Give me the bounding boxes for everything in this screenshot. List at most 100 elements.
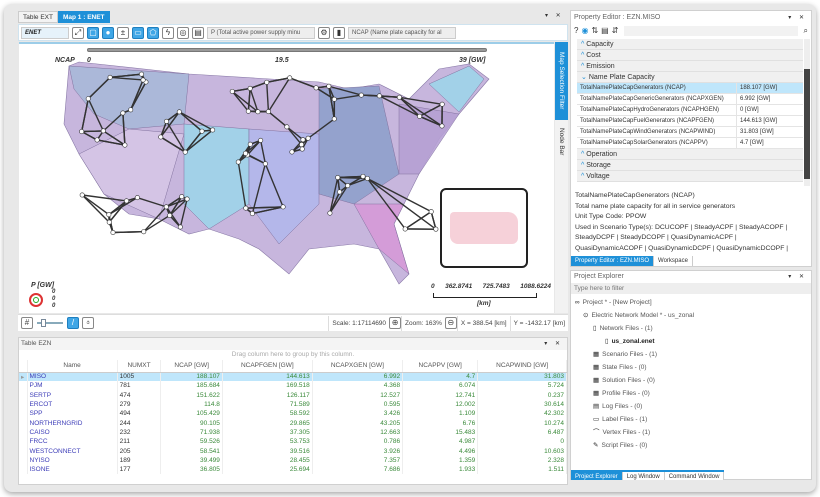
property-category[interactable]: ^ Voltage (577, 171, 803, 182)
property-value[interactable]: 6.992 [GW] (740, 96, 771, 102)
tree-item[interactable]: ▭ Label Files - (1) (575, 413, 811, 426)
tree-item[interactable]: ▦ Solution Files - (0) (575, 374, 811, 387)
table-cell: WESTCONNECT (27, 446, 118, 456)
tree-item[interactable]: ▦ Scenario Files - (1) (575, 348, 811, 361)
category-label: Cost (586, 52, 601, 59)
polygon-icon[interactable]: ⬠ (147, 26, 159, 39)
power-icon[interactable]: ϟ (162, 26, 174, 39)
ruler-icon[interactable]: / (67, 317, 79, 329)
search-icon[interactable]: ⌕ (803, 25, 808, 35)
project-filter-input[interactable] (571, 283, 811, 294)
fit-extent-icon[interactable]: ⤢ (72, 26, 84, 39)
tab-map-1[interactable]: Map 1 : ENET (58, 11, 110, 23)
p-legend-circles-icon (29, 293, 43, 307)
tab-table-ext[interactable]: Table EXT (18, 11, 58, 23)
property-category[interactable]: ^ Operation (577, 149, 803, 160)
node-icon[interactable]: ● (102, 26, 114, 39)
ncap-variable-combo[interactable]: NCAP (Name plate capacity for al (348, 26, 456, 39)
log-icon[interactable]: ▤ (192, 26, 204, 39)
sort-desc-icon[interactable]: ⇵ (611, 26, 619, 35)
tree-item[interactable]: ▤ Log Files - (0) (575, 400, 811, 413)
table-window-controls[interactable]: ▾ ✕ (544, 341, 563, 347)
property-row[interactable]: TotalNamePlateCapGenerators (NCAP) 188.10… (577, 83, 803, 94)
tab-property-editor[interactable]: Property Editor : EZN.MISO (571, 256, 655, 266)
network-node (120, 110, 126, 116)
table-row[interactable]: FRCC 211 59.526 53.753 0.786 4.987 0 (19, 437, 567, 447)
layer-combo[interactable]: ENET (21, 26, 69, 39)
tab-workspace[interactable]: Workspace (654, 256, 693, 266)
tab-project-explorer[interactable]: Project Explorer (571, 472, 623, 480)
tree-item[interactable]: ▦ Profile Files - (0) (575, 387, 811, 400)
tree-item[interactable]: ⌒ Vertex Files - (1) (575, 426, 811, 439)
property-category[interactable]: ^ Cost (577, 50, 803, 61)
zoom-in-icon[interactable]: ⊕ (389, 317, 402, 329)
property-value[interactable]: 144.613 [GW] (740, 118, 778, 124)
table-row[interactable]: WESTCONNECT 205 58.541 39.516 3.926 4.496 10.6… (19, 446, 567, 456)
list-icon[interactable]: ▤ (601, 26, 609, 35)
table-row[interactable]: ▸ MISO 1005 188.107 144.613 6.992 4.7 31.803 (19, 372, 567, 382)
table-row[interactable]: PJM 781 185.684 169.518 4.368 6.074 5.724 (19, 381, 567, 391)
table-row[interactable]: SPP 494 105.429 58.592 3.426 1.109 42.302 (19, 409, 567, 419)
property-category[interactable]: ^ Storage (577, 160, 803, 171)
property-category[interactable]: ⌄ Name Plate Capacity (577, 72, 803, 83)
column-header[interactable]: NCAPPV [GW] (402, 360, 479, 373)
zoom-slider[interactable] (37, 319, 63, 327)
tab-map-selection-filter[interactable]: Map Selection Filter (555, 42, 568, 120)
property-row[interactable]: TotalNamePlateCapWindGenerators (NCAPWIN… (577, 127, 803, 138)
transmission-line (286, 126, 303, 146)
table-row[interactable]: NORTHERNGRID 244 90.105 29.865 43.205 6.76 10.… (19, 418, 567, 428)
property-value[interactable]: 0 [GW] (740, 107, 759, 113)
map-canvas[interactable]: NCAP 0 19.5 39 [GW] P [GW] 0 0 0 0 362.8… (19, 42, 554, 313)
tree-item[interactable]: ⊙ Electric Network Model * - us_zonal (575, 309, 811, 322)
property-editor-controls[interactable]: ▾ ✕ (788, 15, 807, 21)
battery-icon[interactable]: ▮ (333, 26, 345, 39)
property-row[interactable]: TotalNamePlateCapSolarGenerators (NCAPPV… (577, 138, 803, 149)
property-row[interactable]: TotalNamePlateCapGenericGenerators (NCAP… (577, 94, 803, 105)
p-variable-combo[interactable]: P (Total active power supply minu (207, 26, 315, 39)
zoom-out-icon[interactable]: ⊖ (444, 317, 457, 329)
column-header[interactable]: NCAPFGEN [GW] (222, 360, 313, 373)
line-icon[interactable]: ± (117, 26, 129, 39)
property-value[interactable]: 31.803 [GW] (740, 129, 774, 135)
table-title: Table EZN (19, 338, 567, 350)
tree-item[interactable]: ▯ us_zonal.enet (575, 335, 811, 348)
table-row[interactable]: CAISO 232 71.938 37.305 12.663 15.483 6.487 (19, 427, 567, 438)
grid-icon[interactable]: # (21, 317, 33, 329)
property-value[interactable]: 4.7 [GW] (740, 140, 764, 146)
area-icon[interactable]: ▭ (132, 26, 144, 39)
tree-item[interactable]: ✎ Script Files - (0) (575, 439, 811, 452)
property-row[interactable]: TotalNamePlateCapHydroGenerators (NCAPHG… (577, 105, 803, 116)
tree-item[interactable]: ▦ State Files - (0) (575, 361, 811, 374)
filter-icon[interactable]: ◉ (581, 26, 589, 35)
property-category[interactable]: ^ Emission (577, 61, 803, 72)
tree-item[interactable]: ▯ Network Files - (1) (575, 322, 811, 335)
target-icon[interactable]: ◎ (177, 26, 189, 39)
description-line: Total name plate capacity for all in ser… (575, 202, 736, 210)
property-category[interactable]: ^ Capacity (577, 39, 803, 50)
column-header[interactable]: NCAPXGEN [GW] (312, 360, 404, 373)
tab-command-window[interactable]: Command Window (664, 472, 725, 480)
column-header[interactable]: NCAPWIND [GW] (477, 360, 567, 373)
column-header[interactable]: NUMXT (117, 360, 162, 373)
doc-window-controls[interactable]: ▾ ✕ (545, 13, 564, 19)
property-scrollbar[interactable] (804, 39, 810, 186)
settings-icon[interactable]: ⚙ (318, 26, 330, 39)
clock-icon[interactable]: ⏱ (82, 317, 94, 329)
table-row[interactable]: ISONE 177 36.805 25.694 7.686 1.933 1.511 (19, 464, 567, 475)
select-rect-icon[interactable]: ▢ (87, 26, 99, 39)
table-row[interactable]: ERCOT 279 114.8 71.589 0.595 12.002 30.614 (19, 399, 567, 410)
sort-asc-icon[interactable]: ⇅ (591, 26, 599, 35)
property-search-input[interactable] (624, 25, 798, 36)
help-icon[interactable]: ? (574, 26, 579, 35)
property-row[interactable]: TotalNamePlateCapFuelGenerators (NCAPFGE… (577, 116, 803, 127)
tab-node-bar[interactable]: Node Bar (558, 128, 565, 156)
tree-item[interactable]: ∞ Project * - [New Project] (575, 296, 811, 309)
property-value[interactable]: 188.107 [GW] (740, 85, 778, 91)
overview-inset[interactable] (440, 188, 528, 268)
table-row[interactable]: SERTP 474 151.622 126.117 12.527 12.741 0.237 (19, 390, 567, 400)
project-explorer-controls[interactable]: ▾ ✕ (788, 274, 807, 280)
column-header[interactable]: Name (27, 360, 118, 373)
tab-log-window[interactable]: Log Window (622, 472, 665, 480)
column-header[interactable]: NCAP [GW] (160, 360, 223, 373)
table-row[interactable]: NYISO 189 39.499 28.455 7.357 1.359 2.328 (19, 455, 567, 465)
